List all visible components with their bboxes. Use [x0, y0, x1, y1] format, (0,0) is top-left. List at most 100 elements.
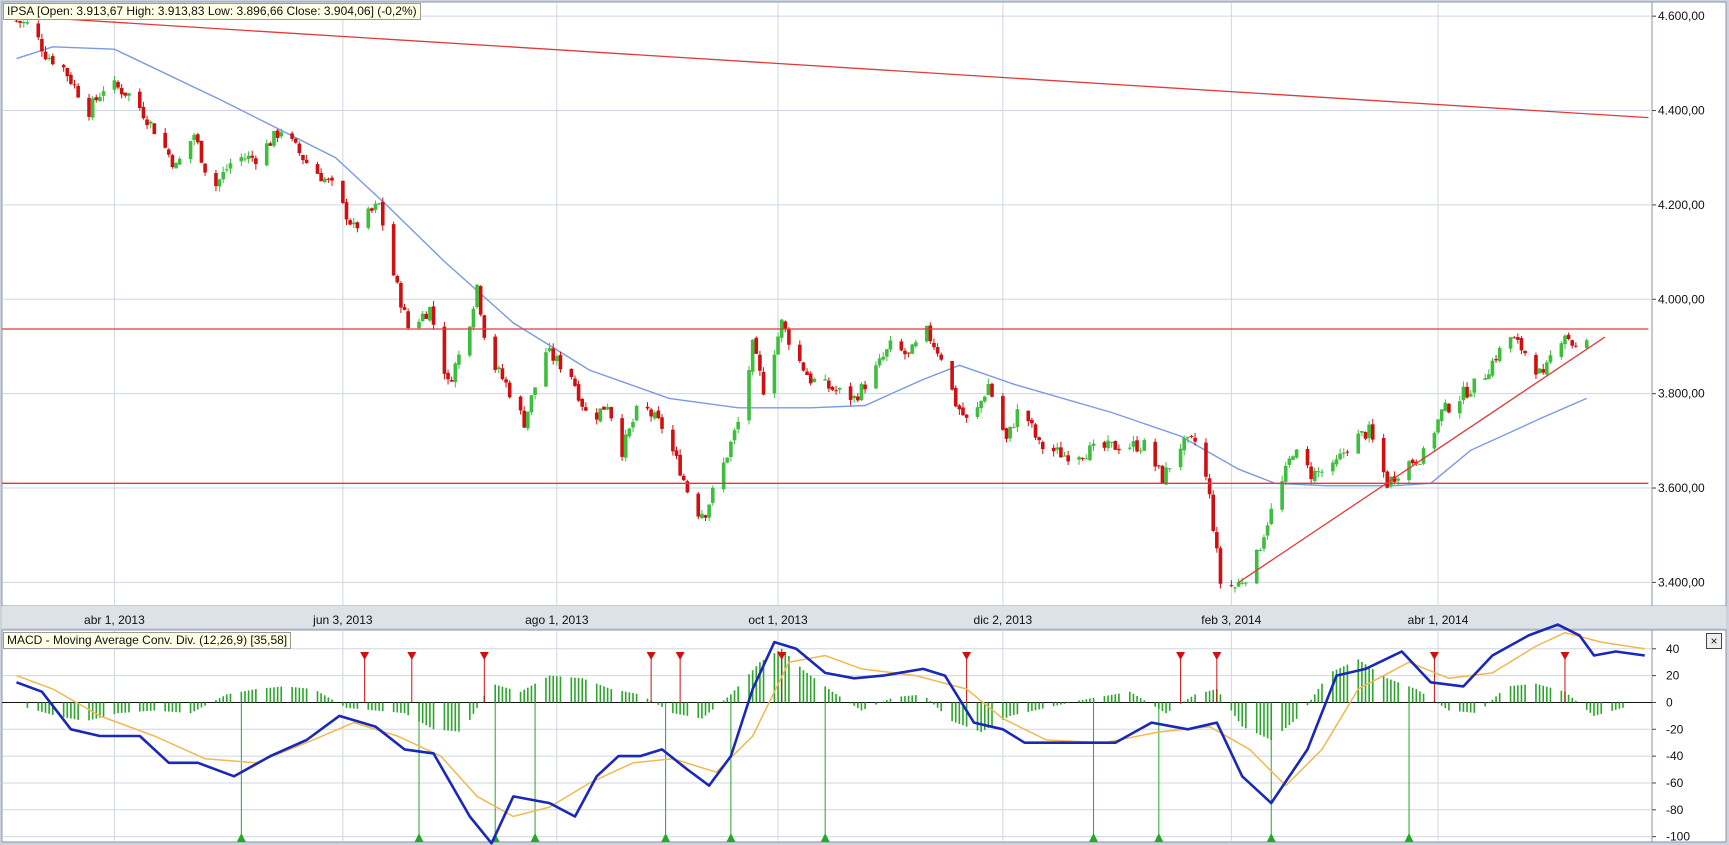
- candle-body: [1135, 440, 1139, 452]
- candle-body: [43, 51, 48, 60]
- candle-body: [594, 412, 599, 420]
- candle-body: [1106, 440, 1110, 449]
- candle-body: [1193, 437, 1197, 442]
- candle-body: [322, 178, 327, 183]
- date-tick-label: ago 1, 2013: [525, 613, 589, 627]
- candle-body: [1494, 359, 1498, 361]
- candle-body: [1178, 448, 1183, 468]
- candle-body: [1316, 471, 1321, 473]
- macd-y-tick-label: -40: [1666, 749, 1684, 763]
- candle-body: [76, 85, 80, 98]
- date-tick-label: feb 3, 2014: [1201, 613, 1261, 627]
- candle-body: [1040, 441, 1045, 450]
- candle-body: [935, 347, 940, 354]
- candle-body: [1113, 440, 1118, 450]
- candle-body: [417, 321, 421, 329]
- candle-body: [533, 387, 537, 396]
- candle-body: [678, 454, 682, 476]
- candle-body: [493, 336, 497, 370]
- candle-body: [754, 337, 759, 354]
- candle-body: [1345, 451, 1350, 453]
- candle-body: [1410, 459, 1415, 464]
- candle-body: [1189, 435, 1194, 437]
- candle-body: [1254, 549, 1259, 584]
- candle-body: [1269, 508, 1274, 525]
- candle-body: [881, 356, 886, 360]
- candle-body: [634, 405, 639, 421]
- candle-body: [1563, 335, 1567, 345]
- candle-body: [605, 406, 610, 410]
- macd-histogram: [26, 648, 1624, 741]
- candle-body: [304, 159, 309, 164]
- candle-body: [1080, 458, 1085, 460]
- candle-body: [732, 430, 737, 441]
- candle-body: [747, 369, 751, 421]
- candle-body: [710, 487, 715, 503]
- candle-body: [1030, 419, 1034, 424]
- sell-signal-marker: [1212, 652, 1222, 660]
- price-y-tick-label: 4.400,00: [1658, 104, 1705, 118]
- candle-body: [1167, 468, 1172, 470]
- candle-body: [1204, 442, 1208, 477]
- candle-body: [348, 220, 352, 225]
- macd-y-tick-label: 20: [1666, 669, 1680, 683]
- candle-body: [1407, 461, 1411, 481]
- candle-body: [903, 350, 907, 355]
- candle-body: [1537, 368, 1542, 374]
- candle-body: [1283, 465, 1288, 482]
- candle-body: [163, 132, 167, 148]
- candle-body: [420, 313, 425, 322]
- candle-body: [123, 92, 128, 96]
- price-y-tick-label: 4.200,00: [1658, 198, 1705, 212]
- candle-body: [1559, 343, 1564, 357]
- candle-body: [823, 379, 827, 381]
- trend-lines-layer: [2, 15, 1649, 583]
- candle-body: [1545, 362, 1549, 375]
- candle-body: [1051, 447, 1056, 452]
- candle-body: [939, 354, 944, 360]
- candle-body: [910, 344, 915, 354]
- date-tick-label: abr 1, 2014: [1408, 613, 1469, 627]
- close-icon[interactable]: ×: [1706, 633, 1722, 649]
- candle-body: [569, 368, 574, 377]
- candle-body: [453, 363, 458, 383]
- candle-body: [101, 91, 106, 96]
- candle-body: [979, 400, 983, 409]
- candle-body: [399, 283, 403, 308]
- trend-line: [1238, 336, 1606, 583]
- candle-body: [783, 321, 788, 329]
- candle-body: [1088, 445, 1092, 461]
- candle-body: [885, 349, 889, 357]
- candle-body: [471, 308, 476, 328]
- candle-body: [928, 325, 933, 342]
- date-axis-strip: [2, 606, 1726, 628]
- candle-body: [848, 386, 853, 400]
- price-y-axis: 3.400,00 3.600,00 3.800,00 4.000,00 4.200,00…: [1652, 9, 1705, 589]
- candle-body: [899, 341, 904, 351]
- date-tick-label: oct 1, 2013: [748, 613, 808, 627]
- price-y-tick-label: 3.600,00: [1658, 481, 1705, 495]
- candle-body: [1516, 337, 1520, 340]
- candle-body: [1541, 369, 1546, 373]
- candle-body: [21, 21, 26, 24]
- candle-body: [431, 306, 436, 325]
- candle-body: [18, 20, 22, 23]
- candle-body: [148, 121, 153, 124]
- candle-body: [547, 347, 552, 352]
- candle-body: [700, 513, 704, 519]
- sell-signal-marker: [646, 652, 656, 660]
- sell-signal-marker: [479, 652, 489, 660]
- candle-body: [1186, 436, 1190, 439]
- candle-body: [1570, 340, 1575, 346]
- candle-body: [482, 315, 487, 338]
- candle-body: [199, 140, 204, 163]
- candle-body: [301, 154, 305, 161]
- candle-body: [518, 396, 523, 411]
- candle-body: [1370, 424, 1375, 440]
- candle-body: [1490, 360, 1495, 376]
- candle-body: [1331, 462, 1335, 472]
- candle-body: [874, 365, 878, 389]
- candle-body: [1312, 470, 1317, 481]
- candle-body: [1026, 410, 1031, 422]
